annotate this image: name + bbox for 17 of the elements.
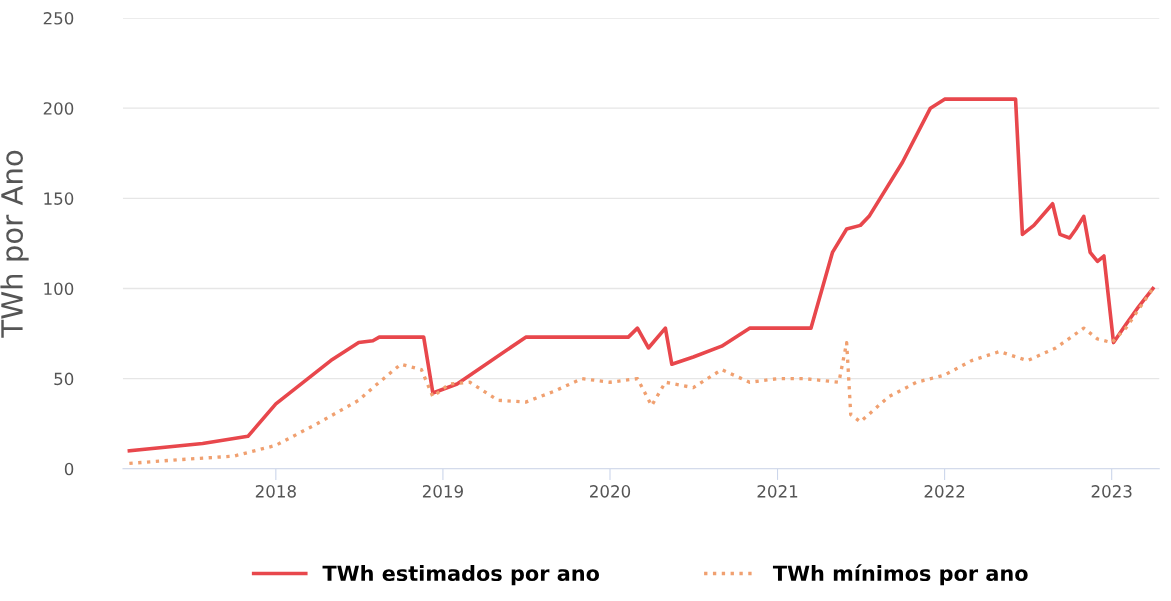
y-tick-label: 0 bbox=[64, 462, 74, 476]
y-tick-label: 50 bbox=[54, 372, 74, 386]
y-tick-label: 150 bbox=[44, 192, 74, 205]
x-tick-label: 2020 bbox=[590, 485, 631, 498]
x-tick-label: 2019 bbox=[422, 485, 463, 498]
x-tick-label: 2018 bbox=[255, 485, 296, 498]
legend-label: TWh estimados por ano bbox=[322, 564, 600, 586]
x-tick-label: 2022 bbox=[924, 485, 965, 498]
x-tick-label: 2023 bbox=[1091, 485, 1132, 498]
x-tick-label: 2021 bbox=[757, 485, 798, 498]
y-tick-label: 100 bbox=[44, 282, 74, 296]
line-series bbox=[127, 286, 1155, 466]
y-tick-label: 200 bbox=[43, 102, 74, 115]
line-series bbox=[127, 97, 1155, 453]
y-tick-label: 250 bbox=[43, 11, 74, 25]
legend-label: TWh mínimos por ano bbox=[772, 564, 1028, 586]
y-axis-title: TWh por Ano bbox=[0, 150, 29, 338]
